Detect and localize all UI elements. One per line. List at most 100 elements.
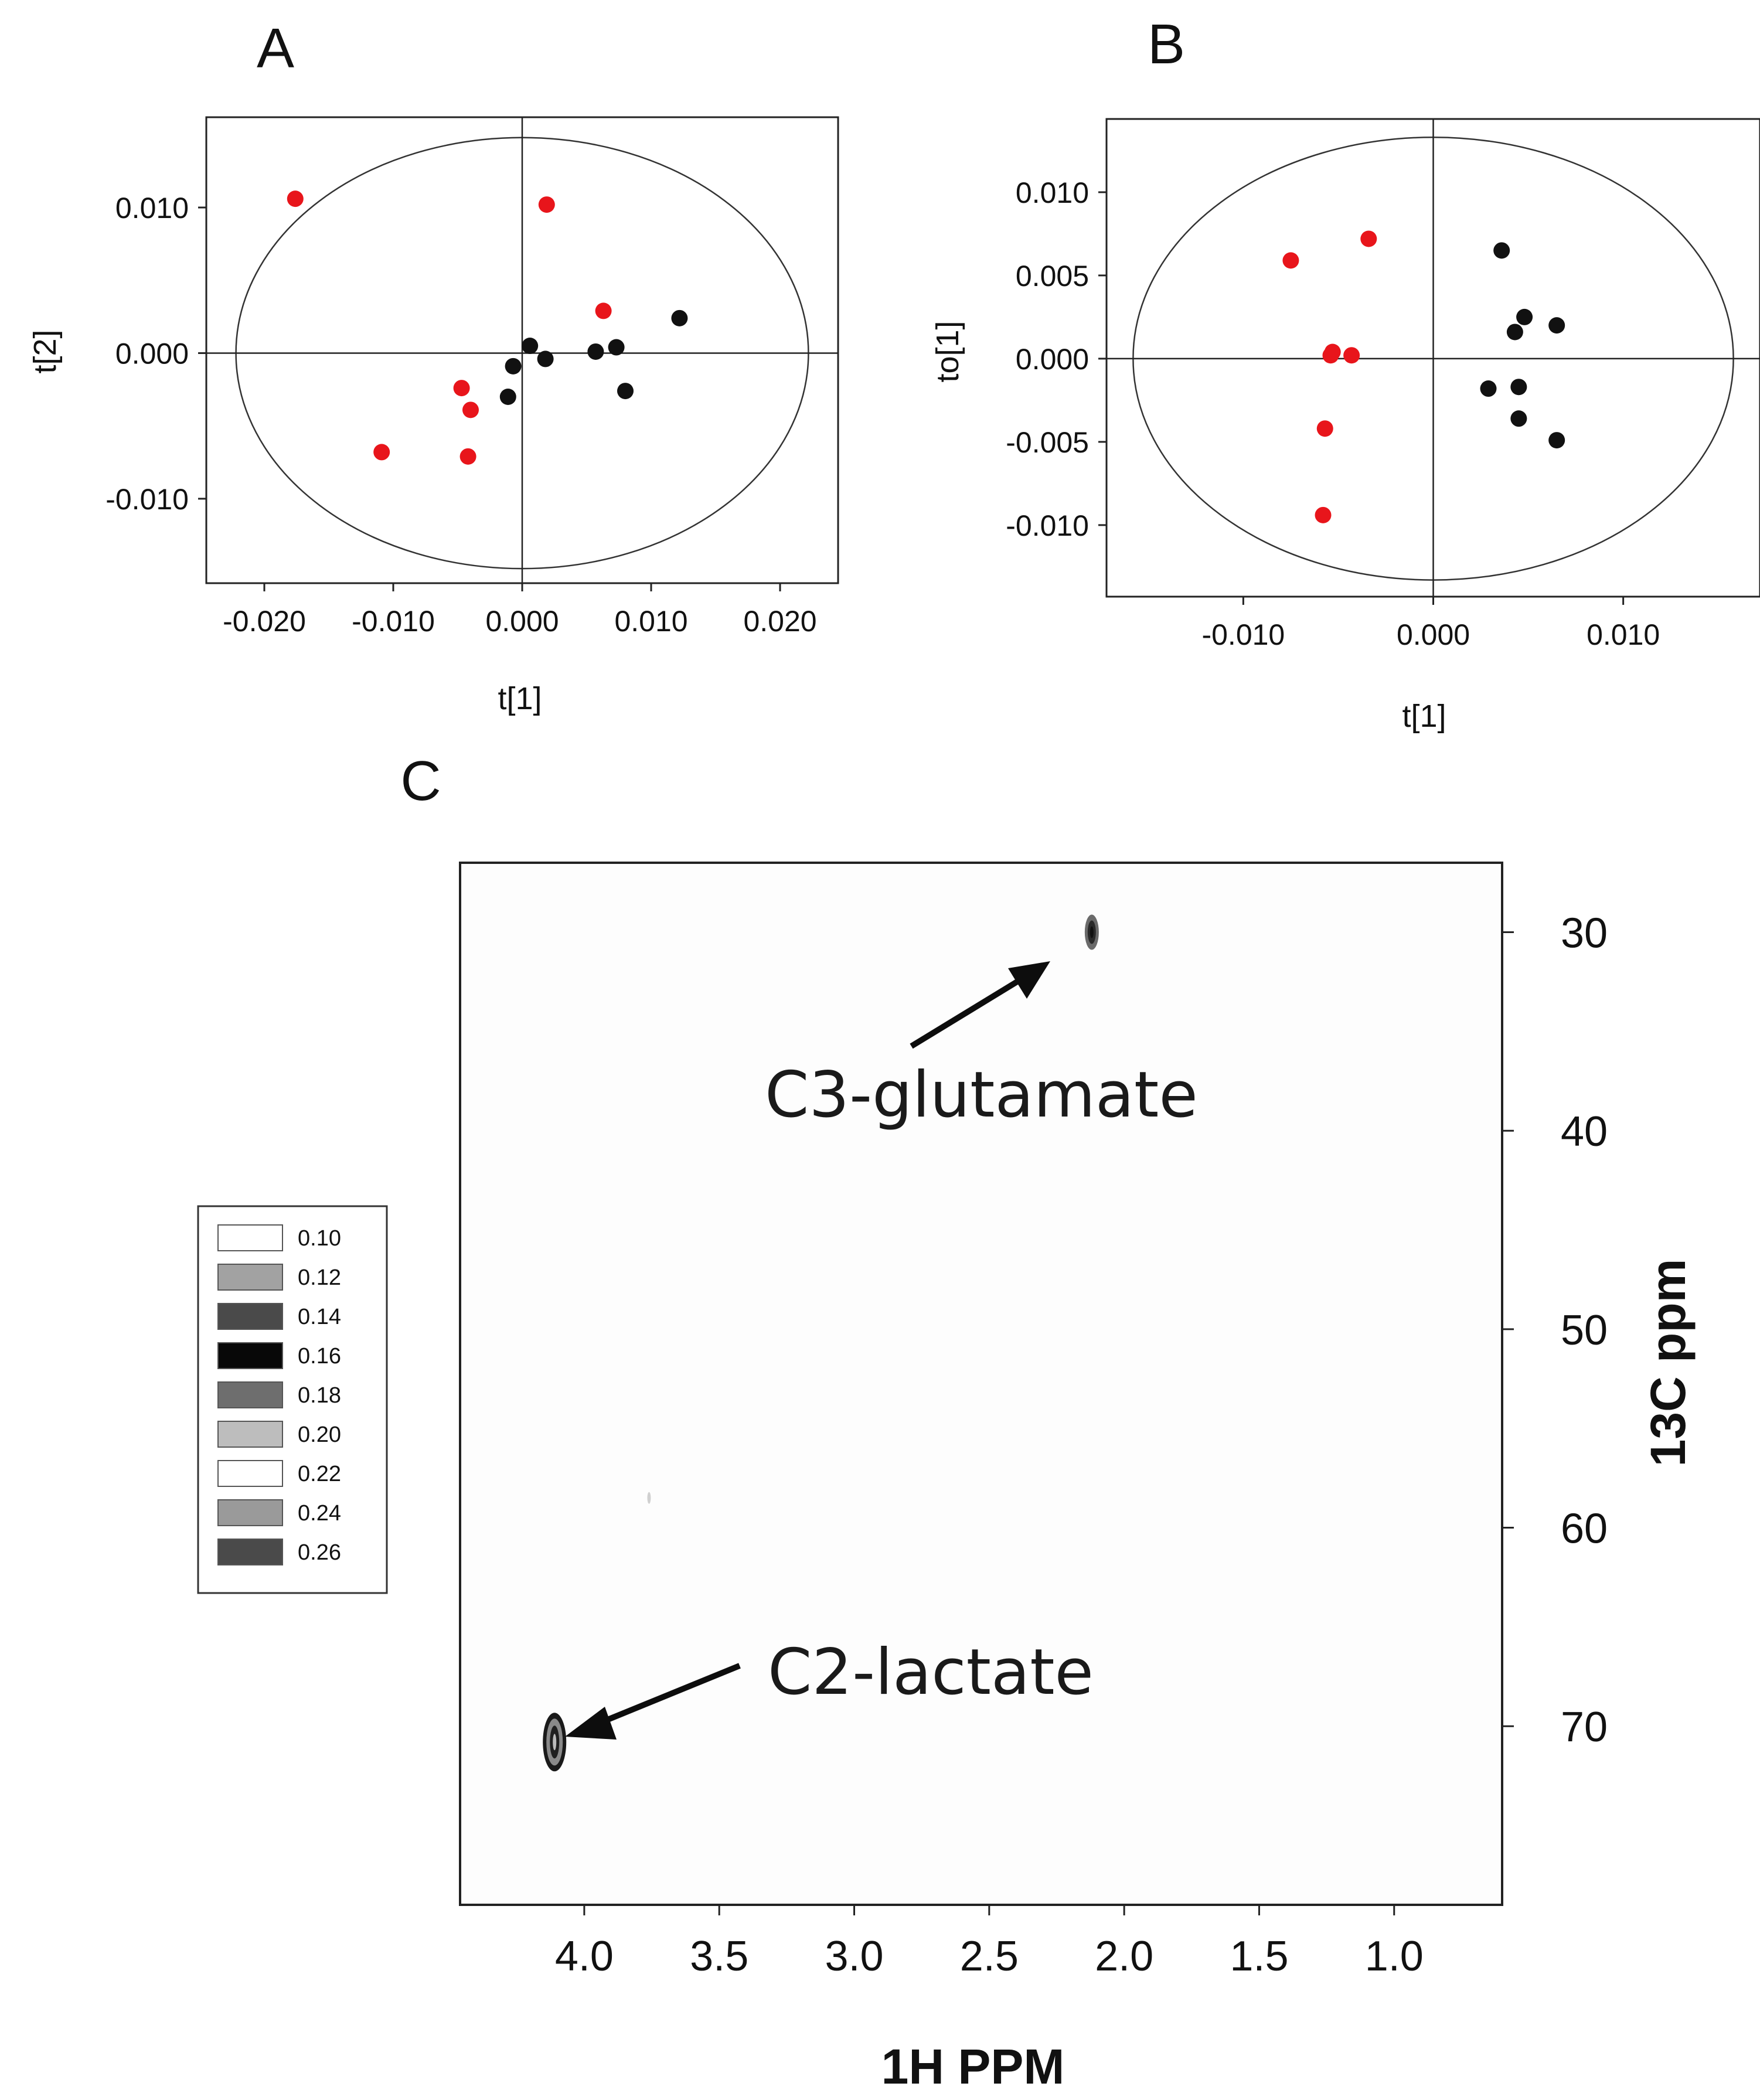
c2-lactate-arrowhead [565, 1707, 617, 1740]
panel-b-y-tick-label: 0.005 [1016, 260, 1089, 292]
legend-swatch [217, 1499, 283, 1526]
nmr-peak [1084, 914, 1099, 950]
panel-c-x-axis-label: 1H PPM [881, 2039, 1065, 2094]
panel-b-black-point [1548, 317, 1565, 334]
panel-a-x-tick-label: -0.010 [352, 605, 435, 638]
legend-level-label: 0.14 [298, 1305, 341, 1329]
panel-c-y-tick-label: 60 [1561, 1506, 1608, 1553]
panel-a-x-tick-label: 0.010 [614, 605, 687, 638]
panel-a-red-point [595, 302, 612, 319]
panel-a-x-tick-label: -0.020 [223, 605, 306, 638]
panel-c-x-tick-label: 3.0 [825, 1933, 883, 1980]
panel-c-y-tick-label: 30 [1561, 910, 1608, 957]
panel-b-red-point [1316, 420, 1333, 437]
panel-b-red-point [1343, 347, 1360, 364]
panel-c-label: C [400, 750, 441, 812]
legend-swatch [217, 1539, 283, 1565]
panel-c-x-tick-label: 2.5 [960, 1933, 1019, 1980]
panel-b-red-point [1282, 252, 1299, 269]
panel-b-x-tick-label: 0.000 [1397, 618, 1470, 651]
panel-a-black-point [522, 338, 539, 355]
panel-b-x-tick-label: 0.010 [1587, 618, 1660, 651]
panel-a-y-tick-label: 0.000 [115, 337, 189, 370]
panel-b-x-axis-label: t[1] [1402, 699, 1446, 734]
panel-b: B -0.010 0.000 0.010 0.010 0.005 0.000 -0.005 -… [930, 13, 1760, 734]
legend-level-label: 0.26 [298, 1540, 341, 1565]
nmr-peak-contour [647, 1492, 651, 1504]
panel-b-red-point [1315, 506, 1332, 523]
panel-c-y-tick-label: 70 [1561, 1704, 1608, 1751]
panel-a-black-point [587, 343, 604, 360]
panel-c-x-tick-label: 1.5 [1230, 1933, 1288, 1980]
panel-b-label: B [1148, 13, 1185, 76]
panel-b-y-axis-label: to[1] [930, 321, 965, 382]
legend-level-label: 0.16 [298, 1344, 341, 1369]
panel-a: A -0.020 -0.010 0.000 0.010 0.020 0.010 0.000 -… [28, 17, 839, 716]
panel-c-x-tick-label: 1.0 [1365, 1933, 1424, 1980]
legend-level-label: 0.20 [298, 1422, 341, 1447]
legend-swatch [217, 1303, 283, 1330]
panel-c-plot-frame [459, 862, 1503, 1906]
panel-a-black-point [499, 389, 516, 405]
nmr-peak-contour [553, 1734, 557, 1751]
panel-c-y-tick-label: 50 [1561, 1307, 1608, 1354]
panel-b-black-point [1548, 432, 1565, 449]
panel-a-y-tick-label: 0.010 [115, 192, 189, 224]
c2-lactate-label: C2-lactate [768, 1636, 1094, 1709]
panel-a-black-point [608, 339, 625, 356]
nmr-peak [647, 1492, 651, 1504]
legend-swatch [217, 1342, 283, 1369]
contour-legend: 0.10 0.12 0.14 0.16 0.18 0.20 0.22 0.24 0.26 [197, 1205, 388, 1594]
panel-a-black-point [505, 358, 522, 375]
panel-b-black-point [1506, 324, 1523, 341]
c3-glutamate-label: C3-glutamate [765, 1058, 1198, 1132]
panel-b-y-tick-label: 0.000 [1016, 343, 1089, 376]
panel-a-x-axis-label: t[1] [498, 681, 542, 716]
panel-a-red-point [287, 190, 304, 207]
panel-b-red-point [1322, 347, 1339, 364]
legend-swatch [217, 1224, 283, 1251]
panel-b-black-point [1493, 242, 1510, 259]
panel-a-x-tick-label: 0.000 [485, 605, 559, 638]
panel-b-black-point [1516, 308, 1533, 325]
c2-lactate-arrow [591, 1663, 741, 1729]
legend-swatch [217, 1381, 283, 1408]
panel-a-red-point [538, 196, 555, 213]
panel-b-black-point [1510, 410, 1527, 427]
panel-a-x-tick-label: 0.020 [743, 605, 816, 638]
panel-c-x-tick-label: 4.0 [555, 1933, 614, 1980]
panel-a-black-point [537, 350, 554, 367]
panel-a-black-point [617, 383, 634, 400]
c3-glutamate-arrow [910, 970, 1033, 1049]
panel-c: C 4.0 3.5 3.0 2.5 2.0 1.5 1.0 30 40 50 60 70 C3-glu… [197, 750, 1696, 2094]
panel-a-label: A [257, 17, 294, 80]
c3-glutamate-arrowhead [1008, 961, 1050, 999]
legend-level-label: 0.12 [298, 1265, 341, 1290]
panel-a-red-point [373, 444, 390, 461]
panel-a-black-point [671, 309, 688, 326]
legend-level-label: 0.24 [298, 1501, 341, 1526]
legend-swatch [217, 1264, 283, 1291]
legend-level-label: 0.18 [298, 1383, 341, 1408]
legend-swatch [217, 1421, 283, 1448]
panel-c-x-tick-label: 2.0 [1095, 1933, 1153, 1980]
panel-a-red-point [453, 380, 470, 397]
panel-a-y-tick-label: -0.010 [105, 483, 189, 516]
panel-b-black-point [1480, 380, 1497, 397]
nmr-peak [543, 1713, 567, 1772]
panel-b-y-tick-label: 0.010 [1016, 176, 1089, 209]
panel-b-black-point [1510, 379, 1527, 396]
nmr-peak-contour [1090, 926, 1094, 938]
panel-b-y-tick-label: -0.005 [1006, 426, 1089, 459]
panel-c-y-tick-label: 40 [1561, 1108, 1608, 1155]
panel-a-red-point [462, 401, 479, 418]
legend-level-label: 0.22 [298, 1462, 341, 1486]
panel-b-x-tick-label: -0.010 [1201, 618, 1285, 651]
panel-b-y-tick-label: -0.010 [1006, 509, 1089, 542]
panel-b-red-point [1360, 230, 1377, 247]
panel-c-y-axis-label: 13C ppm [1640, 1259, 1696, 1467]
panel-c-x-tick-label: 3.5 [690, 1933, 748, 1980]
legend-level-label: 0.10 [298, 1226, 341, 1251]
panel-a-y-axis-label: t[2] [28, 329, 63, 373]
